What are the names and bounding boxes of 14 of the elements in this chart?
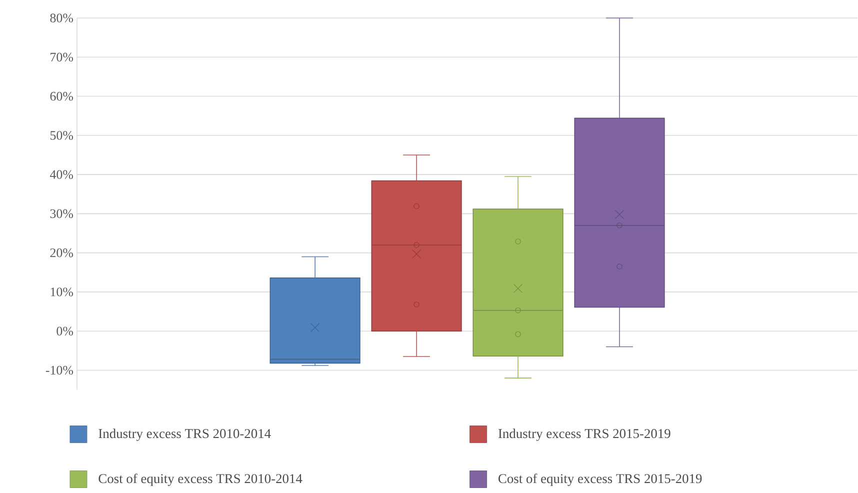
y-tick-label: 20%: [50, 248, 74, 258]
y-tick-label: 80%: [50, 14, 74, 23]
y-tick-label: 50%: [50, 131, 74, 140]
y-tick-label: -10%: [46, 366, 74, 375]
legend-label: Industry excess TRS 2015-2019: [498, 428, 670, 442]
y-tick-label: 60%: [50, 92, 74, 101]
y-tick-label: 10%: [50, 288, 74, 296]
legend-label: Cost of equity excess TRS 2010-2014: [98, 474, 302, 486]
y-tick-label: 40%: [50, 170, 74, 180]
legend-label: Cost of equity excess TRS 2015-2019: [498, 474, 702, 486]
y-tick-label: 30%: [50, 209, 74, 218]
y-tick-label: 0%: [56, 326, 74, 336]
legend-label: Industry excess TRS 2010-2014: [98, 428, 271, 442]
y-tick-label: 70%: [50, 52, 74, 62]
